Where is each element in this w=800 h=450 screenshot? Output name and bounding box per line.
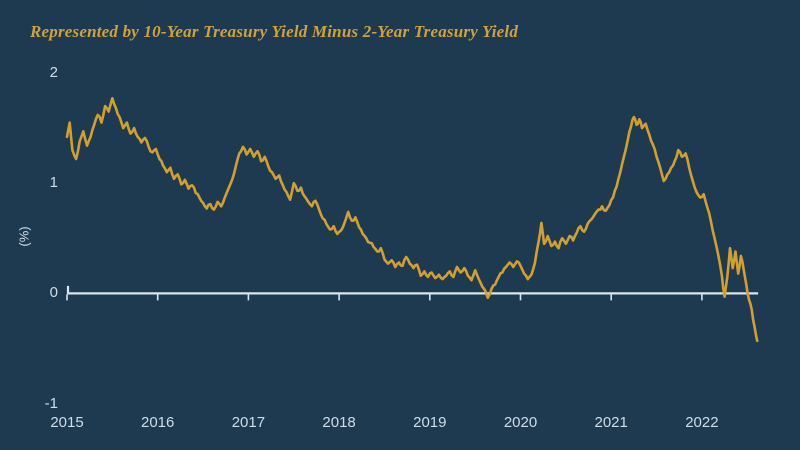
x-tick-label: 2015 <box>50 414 84 431</box>
x-tick-label: 2018 <box>322 414 356 431</box>
chart-title: Represented by 10-Year Treasury Yield Mi… <box>30 22 519 41</box>
y-tick-label: 2 <box>49 64 58 81</box>
x-tick-label: 2021 <box>594 414 628 431</box>
y-tick-label: 1 <box>49 174 58 192</box>
x-tick-label: 2019 <box>413 414 447 431</box>
x-tick-label: 2020 <box>503 414 538 431</box>
y-tick-label: -1 <box>44 394 58 412</box>
spread-series-line <box>65 97 759 343</box>
x-tick-label: 2022 <box>685 414 719 431</box>
x-tick-label: 2017 <box>231 414 266 431</box>
x-tick-label: 2016 <box>141 414 175 431</box>
y-tick-label: 0 <box>49 284 58 302</box>
